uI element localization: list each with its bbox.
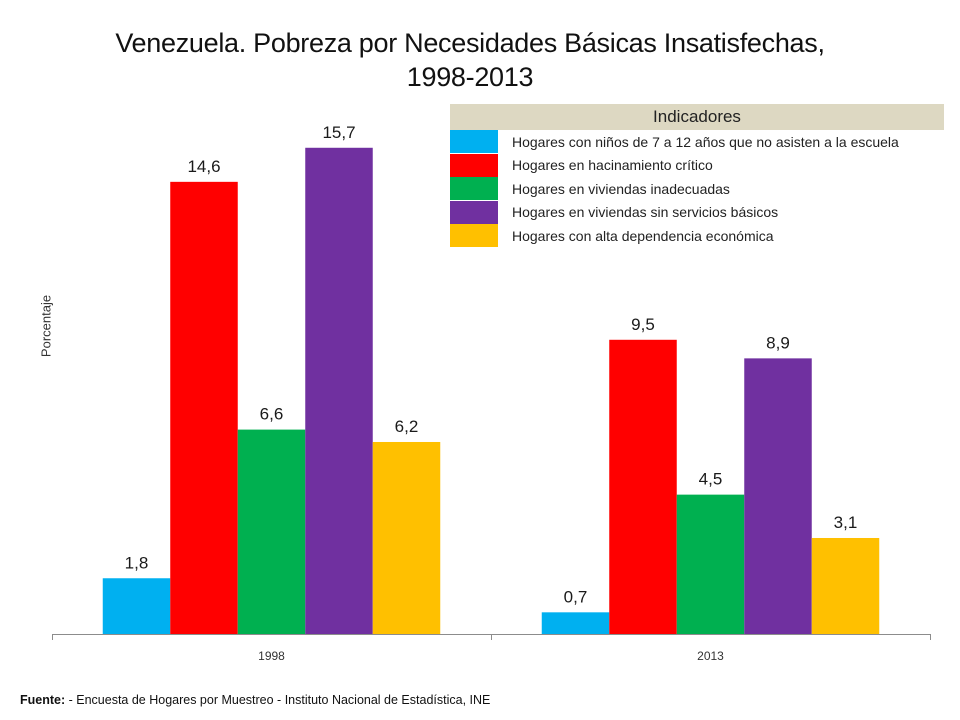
x-tick-label: 2013 [697,649,724,663]
bar-1998-2 [170,181,238,634]
legend-label: Hogares con alta dependencia económica [512,227,774,244]
bar-1998-4 [305,147,373,634]
data-label: 14,6 [187,157,220,176]
legend-item: Hogares en viviendas sin servicios básic… [450,200,944,225]
bar-2013-1 [541,612,610,634]
legend-item: Hogares con niños de 7 a 12 años que no … [450,130,944,154]
source-text: - Encuesta de Hogares por Muestreo - Ins… [65,693,491,707]
chart-title: Venezuela. Pobreza por Necesidades Básic… [115,28,825,58]
data-label: 9,5 [631,315,655,334]
data-label: 6,6 [260,405,284,424]
bar-1998-3 [237,429,306,634]
legend-swatch [450,177,498,201]
bar-2013-3 [676,494,745,634]
bar-2013-5 [811,537,880,634]
data-label: 0,7 [564,587,588,606]
legend-item: Hogares en viviendas inadecuadas [450,177,944,201]
legend-swatch [450,130,498,154]
y-axis-label: Porcentaje [38,294,54,358]
legend-item: Hogares con alta dependencia económica [450,224,944,248]
data-label: 15,7 [322,123,355,142]
legend-swatch [450,153,498,177]
source-label: Fuente: [20,693,66,707]
legend-label: Hogares en hacinamiento crítico [512,157,713,174]
legend-label: Hogares en viviendas inadecuadas [512,180,730,197]
legend-label: Hogares en viviendas sin servicios básic… [512,204,779,221]
chart-title-years: 1998-2013 [406,62,534,92]
bar-2013-2 [609,339,677,634]
bar-2013-4 [744,358,812,634]
legend-title: Indicadores [450,104,944,130]
legend-swatch [450,224,498,248]
data-label: 6,2 [395,417,419,436]
bar-1998-1 [102,578,171,634]
data-label: 1,8 [125,553,149,572]
data-label: 8,9 [766,333,790,352]
x-tick-label: 1998 [258,649,285,663]
legend-swatch [450,200,498,224]
source-note: Fuente: - Encuesta de Hogares por Muestr… [20,693,490,707]
legend: Indicadores Hogares con niños de 7 a 12 … [450,104,944,248]
data-label: 4,5 [699,470,723,489]
data-label: 3,1 [834,513,858,532]
legend-label: Hogares con niños de 7 a 12 años que no … [512,133,899,150]
bar-1998-5 [372,441,441,634]
legend-item: Hogares en hacinamiento crítico [450,153,944,178]
